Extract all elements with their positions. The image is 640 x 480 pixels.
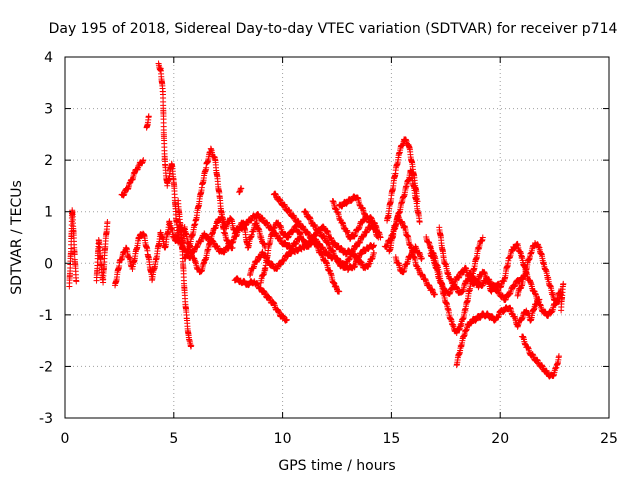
data-segment — [66, 207, 80, 290]
data-point-markers — [118, 157, 147, 199]
y-tick-label: 2 — [44, 153, 53, 169]
data-point-markers — [329, 198, 384, 243]
data-segment — [175, 197, 195, 350]
data-point-markers — [453, 296, 543, 369]
data-segment — [231, 275, 290, 324]
data-segment — [392, 243, 425, 276]
data-segment — [181, 145, 236, 262]
y-axis-label: SDTVAR / TECUs — [9, 180, 25, 295]
data-point-markers — [270, 190, 343, 295]
data-segment — [488, 240, 565, 320]
data-segment — [336, 193, 373, 226]
data-point-markers — [488, 240, 565, 320]
x-tick-label: 5 — [169, 431, 178, 447]
plot-frame — [64, 56, 610, 419]
data-points-layer — [66, 60, 567, 380]
data-point-markers — [231, 275, 290, 324]
data-segment — [301, 208, 377, 272]
data-point-markers — [392, 243, 425, 276]
y-tick-label: -3 — [39, 411, 53, 427]
data-point-markers — [66, 207, 80, 290]
data-segment — [453, 296, 543, 369]
data-point-markers — [514, 239, 565, 307]
x-tick-label: 25 — [600, 431, 618, 447]
data-segment — [93, 219, 111, 286]
data-segment — [558, 280, 567, 314]
x-tick-label: 0 — [61, 431, 70, 447]
data-point-markers — [175, 197, 195, 350]
data-segment — [329, 198, 384, 243]
y-tick-label: -1 — [39, 308, 53, 324]
data-point-markers — [93, 219, 111, 286]
data-point-markers — [518, 333, 562, 380]
data-point-markers — [301, 208, 377, 272]
axis-ticks: 0 5 10 15 20 25 -3 -2 -1 0 1 2 3 4 — [39, 50, 618, 447]
data-point-markers — [236, 185, 245, 196]
data-segment — [236, 185, 245, 196]
data-point-markers — [427, 250, 495, 298]
data-segment — [118, 157, 147, 199]
y-tick-label: 3 — [44, 102, 53, 118]
x-tick-label: 20 — [491, 431, 509, 447]
data-segment — [112, 218, 182, 289]
grid-lines — [65, 57, 609, 418]
data-segment — [143, 113, 152, 131]
data-segment — [427, 250, 495, 298]
data-segment — [518, 333, 562, 380]
data-segment — [270, 190, 343, 295]
chart-title: Day 195 of 2018, Sidereal Day-to-day VTE… — [49, 21, 618, 37]
data-point-markers — [112, 218, 182, 289]
y-tick-label: 1 — [44, 205, 53, 221]
x-tick-label: 10 — [274, 431, 292, 447]
data-segment — [514, 239, 565, 307]
x-tick-label: 15 — [382, 431, 400, 447]
data-point-markers — [558, 280, 567, 314]
data-point-markers — [336, 193, 373, 226]
y-tick-label: -2 — [39, 359, 53, 375]
y-tick-label: 0 — [44, 256, 53, 272]
data-point-markers — [181, 145, 236, 262]
x-axis-label: GPS time / hours — [278, 458, 395, 474]
y-tick-label: 4 — [44, 50, 53, 66]
data-point-markers — [143, 113, 152, 131]
